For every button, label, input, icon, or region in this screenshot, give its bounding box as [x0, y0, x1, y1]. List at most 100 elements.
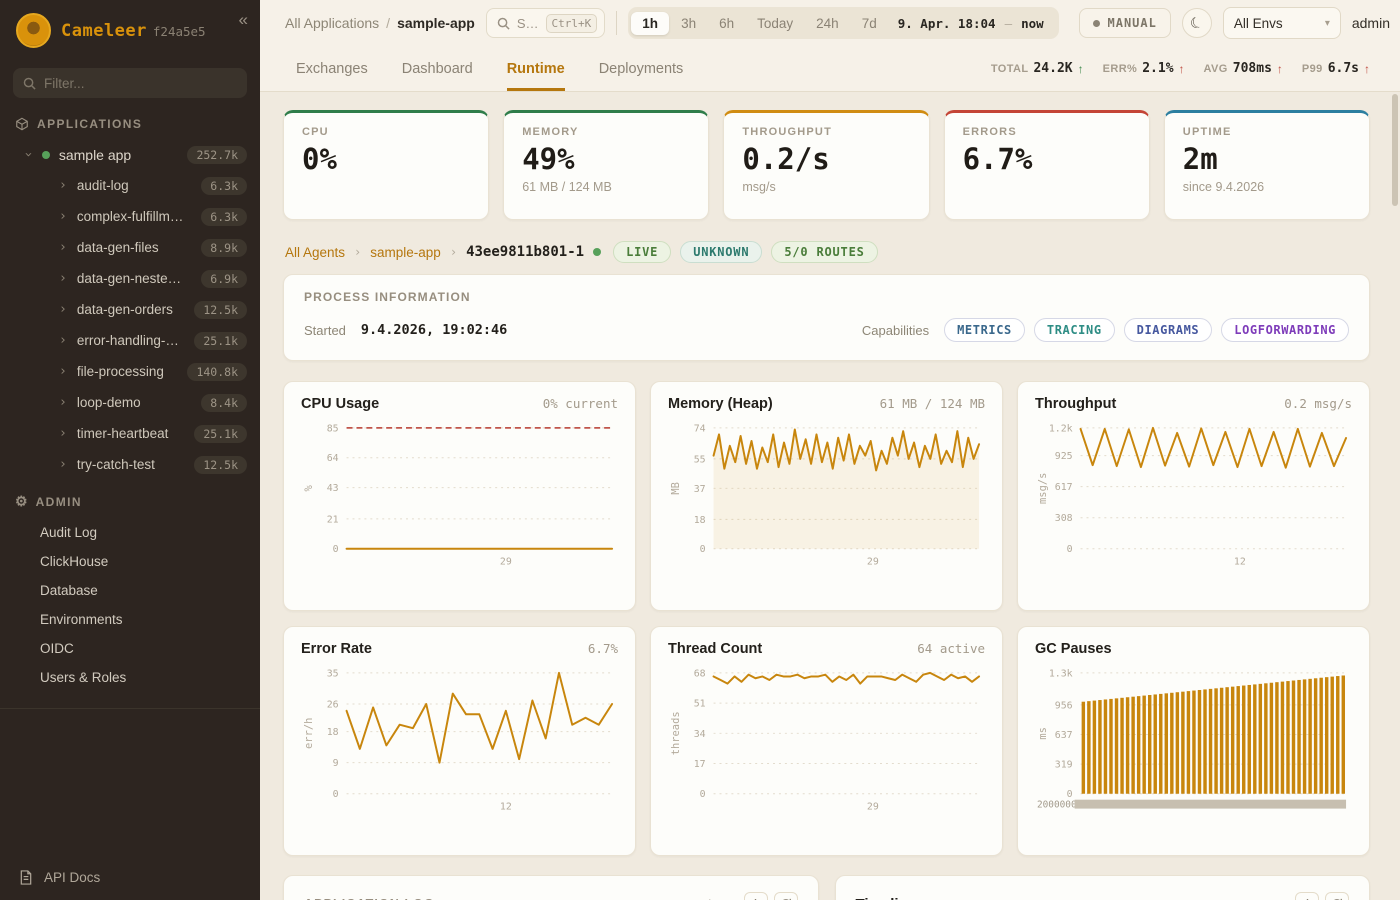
brand-name: Cameleer — [61, 20, 147, 41]
download-button[interactable] — [743, 892, 768, 900]
environment-select[interactable]: All Envs ▾ — [1222, 7, 1341, 39]
stat-value: 708ms — [1232, 61, 1272, 76]
time-range-display[interactable]: 9. Apr. 18:04 — now — [898, 16, 1044, 31]
svg-text:17: 17 — [694, 759, 706, 770]
count-badge: 25.1k — [194, 331, 247, 350]
admin-item[interactable]: ClickHouse — [40, 554, 109, 569]
tab[interactable]: Deployments — [598, 60, 684, 77]
time-range-button[interactable]: 7d — [861, 15, 877, 31]
agents-link[interactable]: All Agents — [285, 244, 346, 260]
live-status-dot — [593, 248, 602, 256]
status-dot — [41, 150, 50, 159]
tab[interactable]: Runtime — [506, 46, 565, 91]
refresh-mode-button[interactable]: MANUAL — [1078, 8, 1171, 38]
svg-text:12: 12 — [500, 802, 512, 813]
sidebar-route-item[interactable]: › error-handling-… 25.1k — [0, 325, 260, 356]
scrollbar-thumb[interactable] — [1392, 94, 1398, 206]
global-search-button[interactable]: S… Ctrl+K — [485, 8, 606, 38]
admin-item[interactable]: Database — [40, 583, 98, 598]
time-range-button[interactable]: 6h — [719, 15, 735, 31]
tab[interactable]: Dashboard — [401, 60, 473, 77]
time-range-button[interactable]: 1h — [631, 11, 670, 35]
agent-breadcrumb-row: All Agents › sample-app › 43ee9811b801-1… — [283, 241, 1370, 263]
svg-text:21: 21 — [327, 514, 339, 525]
time-to: now — [1021, 15, 1044, 31]
brand-version: f24a5e5 — [152, 23, 206, 39]
sidebar-route-item[interactable]: › try-catch-test 12.5k — [0, 449, 260, 480]
svg-text:37: 37 — [694, 484, 706, 495]
chevron-right-icon: › — [59, 426, 67, 441]
sidebar-route-item[interactable]: › timer-heartbeat 25.1k — [0, 418, 260, 449]
metric-card: THROUGHPUT 0.2/s msg/s — [723, 110, 930, 220]
admin-item[interactable]: Audit Log — [40, 525, 98, 540]
svg-text:12: 12 — [1234, 557, 1246, 568]
svg-text:0: 0 — [1067, 544, 1073, 555]
time-range-button[interactable]: Today — [757, 15, 794, 31]
admin-item[interactable]: Users & Roles — [40, 670, 127, 685]
sidebar-route-item[interactable]: › complex-fulfillm… 6.3k — [0, 201, 260, 232]
dark-mode-toggle[interactable]: ☾ — [1181, 8, 1212, 38]
bottom-panels-row: APPLICATION LOG 100 entries Timeline 4 e… — [283, 875, 1370, 900]
trend-up-icon: ↑ — [1178, 61, 1185, 76]
count-badge: 140.8k — [187, 362, 247, 381]
svg-text:MB: MB — [670, 482, 682, 495]
stat-label: ERR% — [1102, 62, 1138, 75]
manual-dot-icon — [1092, 19, 1100, 27]
refresh-button[interactable] — [773, 892, 798, 900]
refresh-button[interactable] — [1325, 892, 1349, 900]
sidebar-item-api-docs[interactable]: API Docs — [0, 855, 260, 900]
svg-text:637: 637 — [1055, 730, 1073, 741]
svg-text:29: 29 — [867, 802, 879, 813]
tabsbar: Exchanges Dashboard Runtime Deployments TOT… — [260, 46, 1400, 92]
admin-item-list: Audit Log ClickHouse Database Environments O… — [0, 518, 260, 692]
metric-card: UPTIME 2m since 9.4.2026 — [1163, 110, 1370, 220]
sidebar-route-item[interactable]: › file-processing 140.8k — [0, 356, 260, 387]
svg-text:18: 18 — [327, 727, 339, 738]
metric-subtext — [302, 180, 470, 195]
capability-pills: METRICS TRACING DIAGRAMS LOGFORWARDING — [944, 318, 1349, 342]
breadcrumb-all-applications[interactable]: All Applications — [285, 15, 380, 31]
download-button[interactable] — [1295, 892, 1319, 900]
timeline-title: Timeline — [856, 896, 917, 900]
started-label: Started — [304, 322, 346, 338]
sidebar-route-item[interactable]: › data-gen-neste… 6.9k — [0, 263, 260, 294]
brand-block: Cameleer f24a5e5 — [61, 21, 206, 41]
svg-text:threads: threads — [670, 711, 682, 755]
metric-label: ERRORS — [962, 126, 1017, 138]
metric-label: UPTIME — [1182, 126, 1232, 138]
capability-badge: DIAGRAMS — [1123, 318, 1213, 342]
timeline-panel: Timeline 4 events — [834, 875, 1370, 900]
chart-title: Thread Count — [668, 641, 763, 657]
count-badge: 6.3k — [201, 207, 247, 226]
route-label: try-catch-test — [76, 457, 155, 472]
chart-title: Throughput — [1035, 396, 1117, 412]
admin-item[interactable]: OIDC — [40, 641, 74, 656]
time-range-button[interactable]: 3h — [681, 15, 697, 31]
svg-text:51: 51 — [694, 699, 706, 710]
sidebar-route-item[interactable]: › data-gen-orders 12.5k — [0, 294, 260, 325]
agent-app-link[interactable]: sample-app — [370, 244, 441, 260]
svg-text:956: 956 — [1055, 700, 1073, 711]
count-badge: 8.4k — [201, 393, 247, 412]
sidebar-item-sample-app[interactable]: › sample app 252.7k — [0, 139, 260, 170]
sidebar-route-item[interactable]: › audit-log 6.3k — [0, 170, 260, 201]
applications-section-label: APPLICATIONS — [0, 102, 260, 139]
tab[interactable]: Exchanges — [296, 60, 368, 77]
application-log-count: 100 entries — [646, 897, 729, 900]
filter-input[interactable]: Filter... — [13, 68, 247, 98]
sidebar-route-item[interactable]: › data-gen-files 8.9k — [0, 232, 260, 263]
svg-text:0: 0 — [700, 544, 706, 555]
admin-item[interactable]: Environments — [40, 612, 123, 627]
chevron-right-icon: › — [59, 240, 67, 255]
time-range-button[interactable]: 24h — [816, 15, 839, 31]
gear-icon: ⚙ — [15, 493, 28, 509]
app-route-list: › audit-log 6.3k › complex-fulfillm… 6.3… — [0, 170, 260, 480]
svg-text:55: 55 — [694, 454, 706, 465]
sidebar-route-item[interactable]: › loop-demo 8.4k — [0, 387, 260, 418]
chevron-right-icon: › — [59, 178, 67, 193]
svg-text:68: 68 — [694, 668, 706, 679]
sidebar-collapse-icon[interactable]: « — [238, 10, 248, 29]
stat-value: 2.1% — [1142, 61, 1174, 76]
chart-title: GC Pauses — [1035, 641, 1112, 657]
